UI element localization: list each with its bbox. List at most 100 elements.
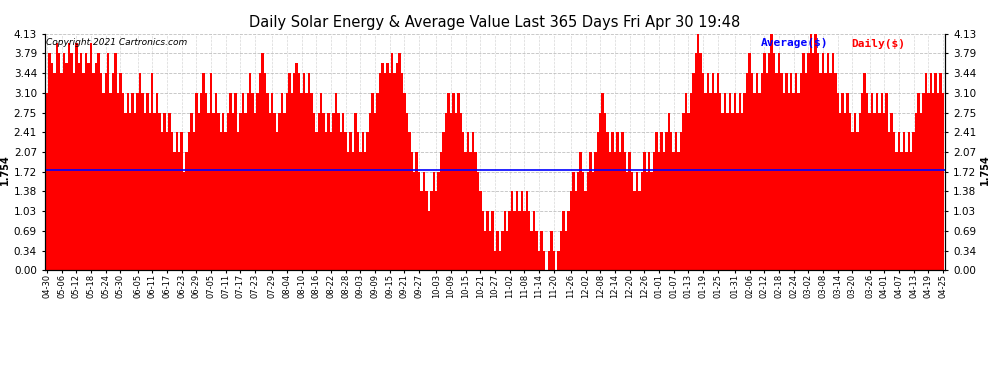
Bar — [364, 152, 366, 270]
Bar — [587, 172, 589, 270]
Bar — [261, 53, 263, 270]
Bar — [569, 191, 572, 270]
Bar — [745, 73, 748, 270]
Bar — [298, 73, 300, 270]
Bar — [925, 73, 927, 270]
Bar — [227, 113, 230, 270]
Bar — [374, 113, 376, 270]
Bar — [856, 132, 858, 270]
Bar — [340, 132, 342, 270]
Bar — [830, 73, 832, 270]
Bar — [276, 132, 278, 270]
Bar — [655, 132, 657, 270]
Bar — [584, 191, 587, 270]
Bar — [366, 132, 369, 270]
Bar — [474, 152, 476, 270]
Bar — [345, 132, 346, 270]
Bar — [494, 251, 496, 270]
Bar — [416, 152, 418, 270]
Bar — [742, 113, 743, 270]
Bar — [491, 211, 494, 270]
Bar — [426, 191, 428, 270]
Bar — [506, 231, 509, 270]
Bar — [102, 93, 105, 270]
Bar — [501, 231, 504, 270]
Bar — [562, 211, 564, 270]
Bar — [739, 93, 742, 270]
Bar — [853, 113, 856, 270]
Bar — [457, 93, 459, 270]
Bar — [873, 113, 876, 270]
Bar — [837, 93, 839, 270]
Bar — [521, 191, 523, 270]
Bar — [607, 132, 609, 270]
Bar — [245, 113, 247, 270]
Bar — [775, 73, 778, 270]
Bar — [567, 211, 569, 270]
Bar — [147, 93, 148, 270]
Bar — [87, 63, 90, 270]
Bar — [188, 132, 190, 270]
Bar — [552, 251, 555, 270]
Bar — [652, 152, 655, 270]
Bar — [768, 53, 770, 270]
Bar — [200, 93, 202, 270]
Bar — [883, 113, 885, 270]
Bar — [268, 113, 271, 270]
Bar — [165, 132, 168, 270]
Bar — [636, 172, 639, 270]
Bar — [807, 53, 810, 270]
Bar — [797, 93, 800, 270]
Bar — [866, 93, 868, 270]
Bar — [170, 132, 173, 270]
Bar — [443, 132, 445, 270]
Bar — [820, 73, 822, 270]
Bar — [55, 44, 58, 270]
Bar — [313, 113, 315, 270]
Bar — [868, 113, 871, 270]
Bar — [905, 152, 908, 270]
Bar — [727, 113, 729, 270]
Bar — [240, 113, 242, 270]
Bar — [861, 93, 863, 270]
Bar — [785, 73, 788, 270]
Bar — [278, 113, 281, 270]
Bar — [800, 73, 802, 270]
Bar — [142, 93, 144, 270]
Bar — [381, 63, 383, 270]
Bar — [509, 211, 511, 270]
Bar — [805, 73, 807, 270]
Bar — [398, 53, 401, 270]
Bar — [90, 44, 92, 270]
Bar — [812, 53, 815, 270]
Bar — [58, 53, 60, 270]
Bar — [685, 93, 687, 270]
Bar — [129, 113, 132, 270]
Bar — [411, 152, 413, 270]
Bar — [699, 53, 702, 270]
Bar — [273, 113, 276, 270]
Bar — [117, 93, 119, 270]
Bar — [428, 211, 430, 270]
Bar — [303, 73, 305, 270]
Bar — [247, 93, 248, 270]
Bar — [885, 93, 888, 270]
Bar — [650, 172, 652, 270]
Bar — [815, 34, 817, 270]
Bar — [783, 93, 785, 270]
Bar — [305, 93, 308, 270]
Bar — [624, 152, 626, 270]
Bar — [110, 93, 112, 270]
Bar — [63, 53, 65, 270]
Bar — [714, 93, 717, 270]
Bar — [817, 53, 820, 270]
Bar — [518, 211, 521, 270]
Bar — [910, 152, 913, 270]
Bar — [286, 93, 288, 270]
Bar — [72, 73, 75, 270]
Bar — [359, 152, 361, 270]
Bar — [100, 73, 102, 270]
Bar — [523, 211, 526, 270]
Bar — [391, 53, 393, 270]
Bar — [648, 152, 650, 270]
